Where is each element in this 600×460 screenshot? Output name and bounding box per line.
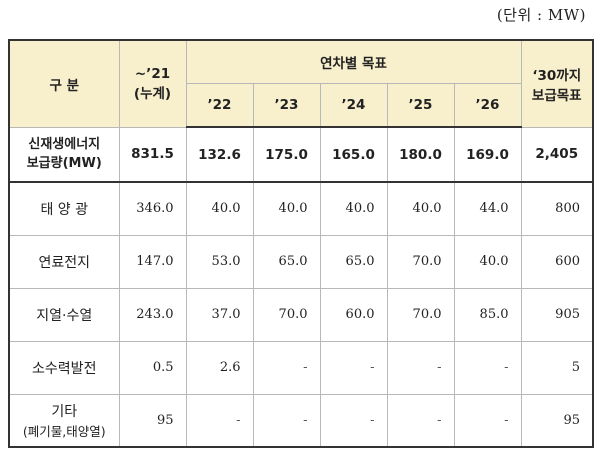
cell-value: 243.0 [118, 287, 187, 342]
cell-value: - [185, 393, 254, 448]
table-row: 소수력발전 0.5 2.6 - - - - 5 [8, 340, 594, 395]
table-row: 기타 (폐기물,태양열) 95 - - - - - 95 [8, 393, 594, 448]
row-label: 연료전지 [8, 234, 120, 289]
cell-value: 147.0 [118, 234, 187, 289]
cell-value: 40.0 [319, 181, 388, 236]
header-cumulative-line2: (누계) [133, 85, 172, 102]
cell-value: 44.0 [453, 181, 522, 236]
header-year: ’24 [319, 82, 388, 128]
row-label-total-line1: 신재생에너지 [28, 137, 101, 153]
cell-value: 346.0 [118, 181, 187, 236]
table-row: 태 양 광 346.0 40.0 40.0 40.0 40.0 44.0 800 [8, 181, 594, 236]
row-label: 기타 (폐기물,태양열) [8, 393, 120, 448]
header-year: ’23 [252, 82, 321, 128]
cell-value: - [453, 340, 522, 395]
cell-value: 905 [520, 287, 594, 342]
cell-value: - [386, 393, 455, 448]
cell-value: 0.5 [118, 340, 187, 395]
row-label-line2: (폐기물,태양열) [22, 423, 106, 439]
header-2030-target-line2: 보급목표 [531, 87, 582, 104]
cell-value: 132.6 [185, 126, 254, 183]
cell-value: 800 [520, 181, 594, 236]
row-label-total-line2: 보급량(MW) [26, 156, 102, 172]
cell-value: 95 [118, 393, 187, 448]
cell-value: 70.0 [386, 234, 455, 289]
row-label: 태 양 광 [8, 181, 120, 236]
row-label-total: 신재생에너지 보급량(MW) [8, 126, 120, 183]
table-row: 연료전지 147.0 53.0 65.0 65.0 70.0 40.0 600 [8, 234, 594, 289]
cell-value: 5 [520, 340, 594, 395]
cell-value: 175.0 [252, 126, 321, 183]
cell-value: 85.0 [453, 287, 522, 342]
row-label: 소수력발전 [8, 340, 120, 395]
cell-value: - [319, 393, 388, 448]
cell-value: - [386, 340, 455, 395]
cell-value: - [252, 393, 321, 448]
header-category: 구 분 [8, 39, 120, 128]
cell-value: 600 [520, 234, 594, 289]
cell-value: 165.0 [319, 126, 388, 183]
header-2030-target-line1: ‘30까지 [532, 67, 582, 84]
unit-note: (단위 : MW) [496, 6, 586, 24]
cell-value: 831.5 [118, 126, 187, 183]
cell-value: 2,405 [520, 126, 594, 183]
cell-value: 169.0 [453, 126, 522, 183]
table-row-total: 신재생에너지 보급량(MW) 831.5 132.6 175.0 165.0 1… [8, 126, 594, 183]
cell-value: 65.0 [252, 234, 321, 289]
header-cumulative: ~’21 (누계) [118, 39, 187, 128]
cell-value: - [252, 340, 321, 395]
table-row: 지열·수열 243.0 37.0 70.0 60.0 70.0 85.0 905 [8, 287, 594, 342]
cell-value: 65.0 [319, 234, 388, 289]
cell-value: 40.0 [185, 181, 254, 236]
header-cumulative-line1: ~’21 [134, 65, 171, 82]
row-label: 지열·수열 [8, 287, 120, 342]
header-annual-target: 연차별 목표 [185, 39, 522, 84]
cell-value: 60.0 [319, 287, 388, 342]
header-year: ’26 [453, 82, 522, 128]
cell-value: 2.6 [185, 340, 254, 395]
cell-value: 180.0 [386, 126, 455, 183]
cell-value: 40.0 [386, 181, 455, 236]
cell-value: 40.0 [252, 181, 321, 236]
cell-value: 70.0 [252, 287, 321, 342]
cell-value: 37.0 [185, 287, 254, 342]
header-year: ’22 [185, 82, 254, 128]
header-2030-target: ‘30까지 보급목표 [520, 39, 594, 128]
renewable-energy-target-table: 구 분 ~’21 (누계) 연차별 목표 ‘30까지 보급목표 ’22 ’23 … [8, 39, 594, 448]
row-label-line1: 기타 [51, 403, 78, 420]
header-year: ’25 [386, 82, 455, 128]
cell-value: 95 [520, 393, 594, 448]
cell-value: 40.0 [453, 234, 522, 289]
cell-value: - [319, 340, 388, 395]
cell-value: 53.0 [185, 234, 254, 289]
cell-value: 70.0 [386, 287, 455, 342]
cell-value: - [453, 393, 522, 448]
